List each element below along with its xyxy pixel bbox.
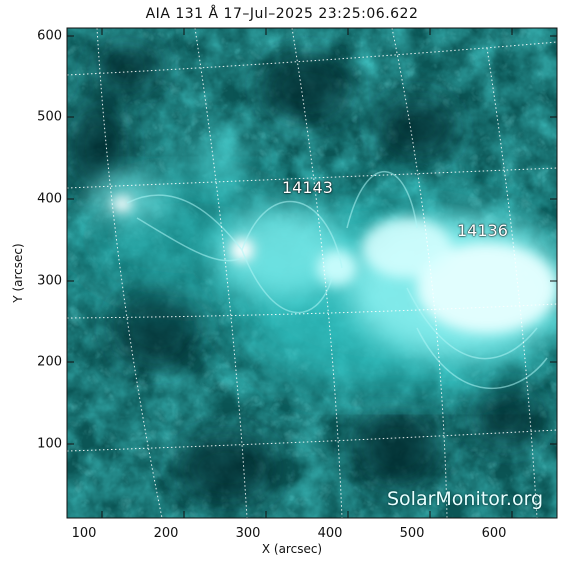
x-axis-label: X (arcsec) (261, 542, 323, 556)
y-tick-label: 400 (37, 191, 62, 207)
y-axis-label: Y (arcsec) (11, 243, 25, 303)
y-tick-label: 600 (37, 28, 62, 44)
y-tick-label: 300 (37, 273, 62, 289)
x-tick-label: 200 (153, 526, 179, 541)
solar-image (67, 28, 557, 518)
x-tick-label: 400 (317, 526, 343, 541)
y-tick-label: 500 (37, 109, 62, 125)
x-tick-label: 600 (481, 526, 507, 541)
x-tick-label: 100 (71, 526, 97, 541)
watermark-text: SolarMonitor.org (387, 488, 544, 510)
y-tick-label: 100 (37, 436, 62, 452)
x-tick-label: 300 (235, 526, 261, 541)
x-tick-label: 500 (399, 526, 425, 541)
active-region-label: 14143 (282, 178, 333, 197)
active-region-label: 14136 (457, 221, 508, 240)
y-tick-label: 200 (37, 354, 62, 370)
image-title: AIA 131 Å 17–Jul–2025 23:25:06.622 (145, 6, 419, 22)
